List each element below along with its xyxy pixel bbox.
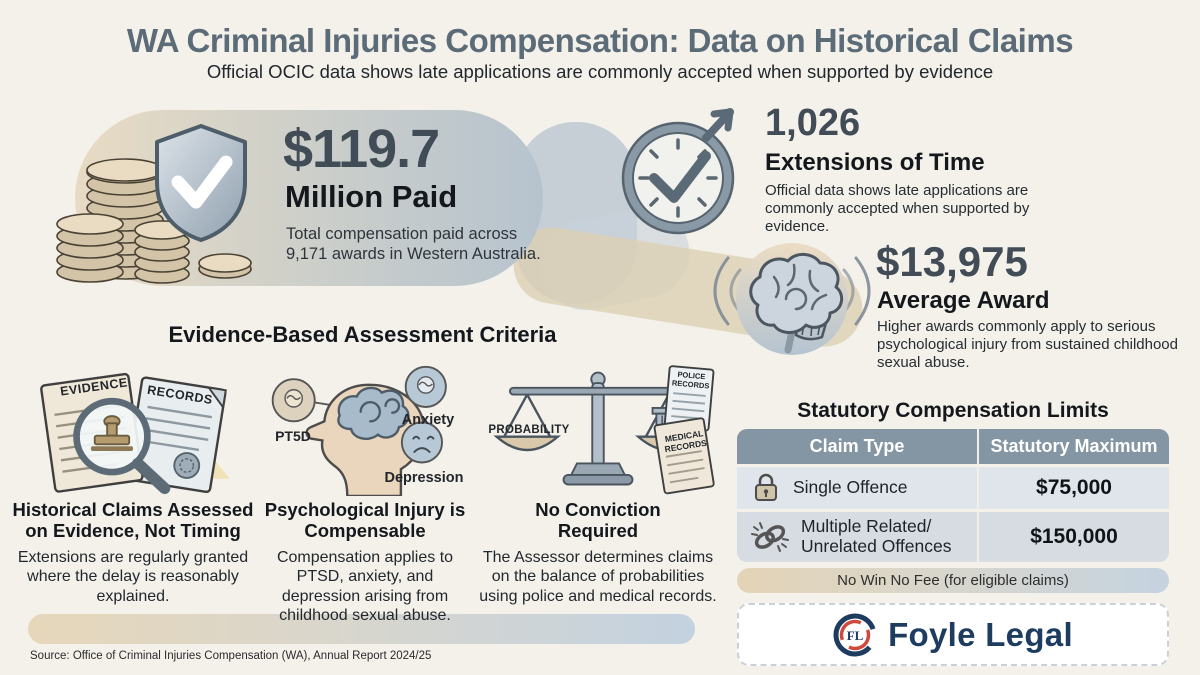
statutory-maximum-value: $150,000 [977, 512, 1169, 562]
foyle-legal-logo: FL Foyle Legal [737, 603, 1169, 666]
head-profile-icon: PT5D Anxiety Depression [256, 362, 474, 496]
total-paid-description: Total compensation paid across 9,171 awa… [286, 225, 541, 264]
foyle-legal-emblem-icon: FL [833, 613, 877, 656]
depression-bubble-icon [400, 421, 444, 464]
average-award-label: Average Award [877, 287, 1050, 314]
brain-icon [749, 253, 844, 354]
criteria-description: The Assessor determines claims on the ba… [479, 548, 717, 605]
scales-of-justice-icon: PROBABILITY POLICE RECORDS MEDICAL RECOR… [476, 362, 720, 496]
coins-stack-icon [56, 158, 252, 284]
criteria-item-evidence: EVIDENCE RECORDS Historical Claims Asses… [12, 362, 254, 606]
criteria-heading: Evidence-Based Assessment Criteria [168, 322, 557, 347]
total-paid-amount: $119.7 [283, 119, 440, 179]
extensions-label: Extensions of Time [765, 149, 985, 176]
table-row-single-offence: Single Offence [737, 467, 977, 509]
source-attribution: Source: Office of Criminal Injuries Comp… [30, 650, 432, 662]
chain-link-icon [751, 522, 789, 552]
average-award-amount: $13,975 [876, 238, 1028, 285]
extensions-count: 1,026 [765, 102, 861, 144]
limits-table: Claim Type Statutory Maximum Single Offe… [737, 429, 1169, 562]
lock-icon [755, 473, 777, 501]
extensions-description: Official data shows late applications ar… [765, 182, 1030, 235]
medical-records-doc-icon [653, 417, 715, 495]
table-row-multiple-offences: Multiple Related/ Unrelated Offences [737, 512, 977, 562]
probability-label: PROBABILITY [488, 424, 570, 436]
stamp-icon [90, 415, 133, 452]
no-win-no-fee-banner: No Win No Fee (for eligible claims) [737, 568, 1169, 593]
decorative-bottom-bar [28, 614, 695, 644]
column-header-statutory-maximum: Statutory Maximum [977, 429, 1169, 464]
brand-name: Foyle Legal [888, 615, 1073, 653]
criteria-title: Historical Claims Assessed on Evidence, … [12, 499, 254, 542]
criteria-description: Compensation applies to PTSD, anxiety, a… [276, 548, 454, 625]
evidence-documents-icon: EVIDENCE RECORDS [12, 362, 254, 496]
anxiety-label: Anxiety [401, 412, 455, 428]
statutory-maximum-value: $75,000 [977, 467, 1169, 509]
criteria-title: No Conviction Required [535, 499, 661, 542]
criteria-item-psychological: PT5D Anxiety Depression Psychological In… [256, 362, 474, 626]
ptsd-label: PT5D [275, 428, 311, 444]
criteria-title: Psychological Injury is Compensable [264, 499, 466, 542]
criteria-description: Extensions are regularly granted where t… [17, 548, 249, 605]
clock-extension-icon [621, 108, 735, 235]
column-header-claim-type: Claim Type [737, 429, 977, 464]
logo-monogram: FL [847, 628, 864, 643]
average-award-description: Higher awards commonly apply to serious … [877, 318, 1178, 371]
depression-label: Depression [384, 470, 464, 486]
limits-heading: Statutory Compensation Limits [797, 399, 1109, 422]
claim-type-label: Multiple Related/ Unrelated Offences [801, 516, 952, 556]
page-title: WA Criminal Injuries Compensation: Data … [126, 22, 1074, 59]
shield-check-icon [155, 124, 247, 242]
page-subtitle: Official OCIC data shows late applicatio… [206, 61, 994, 82]
total-paid-label: Million Paid [285, 179, 458, 214]
claim-type-label: Single Offence [793, 477, 908, 498]
criteria-item-no-conviction: PROBABILITY POLICE RECORDS MEDICAL RECOR… [476, 362, 720, 606]
